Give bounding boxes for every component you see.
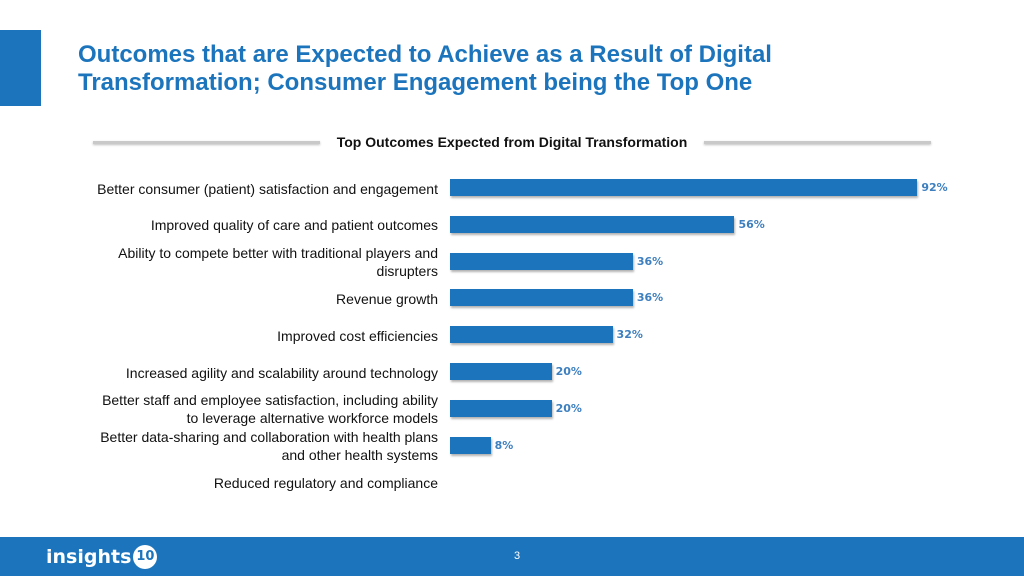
category-label: Better data-sharing and collaboration wi… [58,428,438,464]
category-label-line: Ability to compete better with tradition… [118,245,438,262]
bar [450,215,735,233]
category-label-line: Better consumer (patient) satisfaction a… [97,180,438,197]
chart-title: Top Outcomes Expected from Digital Trans… [336,134,688,150]
bar [450,179,918,196]
bar [450,399,552,417]
slide-title-line-1: Outcomes that are Expected to Achieve as… [78,41,772,68]
footer-bar: insights 10 3 [0,537,1024,576]
chart-title-row: Top Outcomes Expected from Digital Trans… [93,130,932,154]
category-label-line: Better data-sharing and collaboration wi… [100,429,438,446]
category-label: Reduced regulatory and compliance [58,474,438,492]
category-label-line: and other health systems [281,447,438,464]
bar-value-label: 36% [636,291,664,305]
category-label: Revenue growth [58,290,438,308]
bar [450,289,633,307]
insights10-logo: insights 10 [46,545,158,569]
category-label-line: Revenue growth [336,290,438,307]
category-label-line: disrupters [376,263,438,280]
category-label-line: Improved quality of care and patient out… [150,217,438,234]
page-number: 3 [513,550,521,562]
category-label-line: Improved cost efficiencies [277,327,438,344]
bar-value-label: 32% [616,328,643,342]
bar-value-label: 20% [555,365,582,378]
bar [450,436,491,454]
chart-title-right-rule [704,140,932,144]
bar-value-label: 8% [494,438,514,452]
logo-text: insights [46,546,132,568]
category-label: Ability to compete better with tradition… [58,244,438,280]
category-label-line: to leverage alternative workforce models [186,410,438,427]
bar [450,363,552,380]
slide-title: Outcomes that are Expected to Achieve as… [78,41,978,97]
slide-title-line-2: Transformation; Consumer Engagement bein… [78,69,753,96]
bar-value-label: 92% [921,181,948,194]
category-label-line: Increased agility and scalability around… [125,364,438,381]
category-label-line: Better staff and employee satisfaction, … [102,392,438,409]
category-label: Better staff and employee satisfaction, … [58,391,438,427]
logo-number-badge: 10 [133,545,158,569]
category-label: Increased agility and scalability around… [58,364,438,382]
category-label: Improved quality of care and patient out… [58,216,438,234]
category-label: Better consumer (patient) satisfaction a… [58,180,438,198]
bar [450,326,613,344]
bar [450,252,633,270]
category-label-line: Reduced regulatory and compliance [213,474,438,491]
chart-title-left-rule [93,140,320,144]
bar-value-label: 36% [636,254,664,268]
title-accent-block [0,30,41,106]
bar-value-label: 20% [555,401,582,415]
bar-value-label: 56% [738,217,765,231]
category-label: Improved cost efficiencies [58,327,438,345]
